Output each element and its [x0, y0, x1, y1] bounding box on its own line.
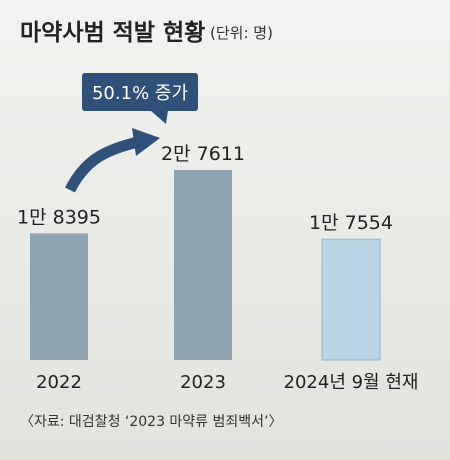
increase-arrow	[65, 136, 140, 193]
callout-text: 50.1% 증가	[92, 83, 188, 104]
increase-arrowhead	[132, 128, 160, 156]
callout-pointer	[150, 110, 168, 124]
callout-box	[82, 73, 198, 111]
category-labels-group: 2022 2023 2024년 9월 현재	[36, 372, 418, 393]
chart-title: 마약사범 적발 현황	[20, 20, 205, 46]
value-label: 1만 7554	[309, 212, 393, 234]
value-label: 1만 8395	[17, 206, 101, 228]
bar-2022	[30, 233, 88, 360]
category-label: 2022	[36, 372, 82, 393]
bar-2024년-9월-현재	[321, 238, 381, 361]
bar-2023	[174, 170, 232, 360]
source-note: 〈자료: 대검찰청 ‘2023 마약류 범죄백서’〉	[20, 414, 283, 430]
category-label: 2023	[180, 372, 226, 393]
value-labels-group: 1만 8395 2만 7611 1만 7554	[17, 143, 393, 234]
bars-group	[30, 170, 381, 361]
category-label: 2024년 9월 현재	[284, 372, 419, 393]
unit-label: (단위: 명)	[210, 24, 273, 42]
value-label: 2만 7611	[161, 143, 245, 165]
